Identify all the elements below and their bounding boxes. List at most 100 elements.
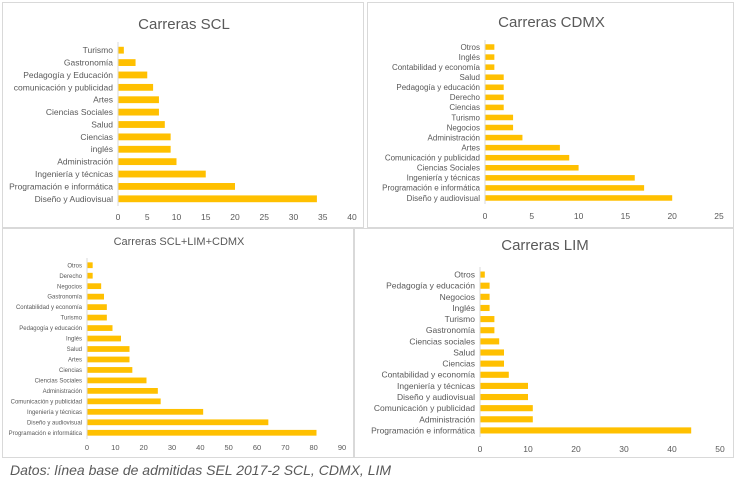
bar (87, 398, 161, 405)
category-label: Pedagogía y educación (396, 83, 480, 92)
tick-label: 10 (574, 211, 584, 221)
tick-label: 30 (168, 443, 176, 452)
category-label: Ciencias Sociales (417, 164, 480, 173)
category-label: Contabilidad y economía (381, 370, 475, 380)
bar (480, 393, 528, 401)
source-caption: Datos: línea base de admitidas SEL 2017-… (10, 462, 392, 478)
tick-label: 0 (85, 443, 89, 452)
bar (87, 408, 204, 415)
category-label: Administración (57, 157, 113, 167)
category-label: Administración (43, 389, 82, 395)
bar (87, 283, 102, 290)
bar (87, 429, 317, 436)
category-label: Comunicación y publicidad (385, 154, 480, 163)
category-label: Programación e informática (9, 431, 83, 437)
category-label: Administración (428, 133, 480, 142)
category-label: Salud (91, 119, 113, 129)
bar (87, 262, 93, 269)
bar (485, 94, 504, 101)
bar (485, 44, 495, 50)
tick-label: 40 (347, 212, 357, 222)
category-label: Diseño y audiovisual (27, 420, 82, 426)
bar (485, 165, 579, 171)
bar (87, 419, 269, 426)
chart-lim: Carreras LIM Programación e informáticaAd… (371, 237, 725, 454)
category-label: inglés (91, 144, 113, 154)
category-label: Ingeniería y técnicas (27, 410, 82, 416)
category-label: Negocios (57, 284, 82, 290)
category-label: Inglés (66, 337, 82, 343)
bar (480, 349, 504, 356)
category-label: Inglés (459, 53, 480, 62)
category-label: Gastronomía (426, 325, 475, 335)
bar (485, 154, 570, 161)
bar (480, 304, 490, 312)
category-label: Ciencias Sociales (35, 379, 82, 385)
bar (87, 314, 107, 321)
category-label: Turismo (61, 316, 83, 322)
category-label: Contabilidad y economía (16, 305, 83, 311)
category-label: Programación e informática (371, 425, 475, 435)
bar (480, 316, 495, 323)
chart-cdmx: Carreras CDMX Diseño y audiovisualProgram… (382, 14, 724, 221)
tick-label: 20 (139, 443, 147, 452)
chart-panel-cdmx: Carreras CDMX Diseño y audiovisual Program… (367, 2, 734, 228)
bar (118, 121, 165, 128)
bar (118, 108, 159, 116)
chart-panel-lim: Carreras LIM Programación e informática Ad… (354, 228, 734, 458)
category-label: Salud (460, 73, 480, 82)
tick-label: 5 (529, 211, 534, 221)
bar (485, 84, 504, 91)
category-label: Pedagogía y Educación (23, 70, 113, 80)
category-label: Inglés (452, 303, 475, 313)
bar (480, 382, 528, 389)
bar (87, 272, 93, 279)
bar (485, 114, 514, 121)
category-label: Ciencias Sociales (46, 107, 113, 117)
tick-label: 10 (523, 444, 533, 454)
bar (480, 282, 490, 289)
tick-label: 10 (111, 443, 119, 452)
category-label: Artes (93, 95, 113, 105)
bar (118, 158, 177, 166)
bar (118, 96, 159, 104)
tick-label: 20 (230, 212, 240, 222)
tick-label: 5 (145, 212, 150, 222)
bar (87, 388, 158, 394)
chart-panel-total: Carreras SCL+LIM+CDMX Programación e info… (2, 228, 354, 458)
bar (87, 356, 130, 363)
bar (87, 304, 107, 310)
category-label: Negocios (440, 292, 475, 302)
category-label: Pedagogía y educación (19, 326, 82, 332)
bar (118, 83, 154, 91)
tick-label: 25 (714, 211, 724, 221)
category-label: Otros (460, 43, 480, 52)
bar (480, 338, 500, 345)
bar (87, 377, 147, 384)
category-label: Turismo (83, 45, 114, 55)
category-label: Ingeniería y técnicas (407, 174, 480, 183)
category-label: Ciencias (80, 132, 113, 142)
category-label: Negocios (447, 123, 480, 132)
category-label: Ciencias sociales (409, 336, 475, 346)
tick-label: 10 (172, 212, 182, 222)
category-label: Ingeniería y técnicas (397, 381, 475, 391)
category-label: comunicación y publicidad (14, 82, 113, 92)
tick-label: 40 (196, 443, 204, 452)
category-label: Salud (67, 347, 82, 353)
tick-label: 0 (116, 212, 121, 222)
tick-label: 30 (619, 444, 629, 454)
category-label: Diseño y Audiovisual (35, 194, 114, 204)
bar (485, 175, 635, 181)
category-label: Administración (419, 414, 475, 424)
tick-label: 50 (224, 443, 232, 452)
tick-label: 50 (715, 444, 725, 454)
bar (118, 46, 124, 54)
bar (87, 346, 130, 352)
chart-title: Carreras LIM (501, 237, 589, 254)
bar (485, 74, 504, 80)
bar (485, 185, 645, 191)
bar (118, 170, 206, 178)
category-label: Artes (68, 358, 82, 364)
